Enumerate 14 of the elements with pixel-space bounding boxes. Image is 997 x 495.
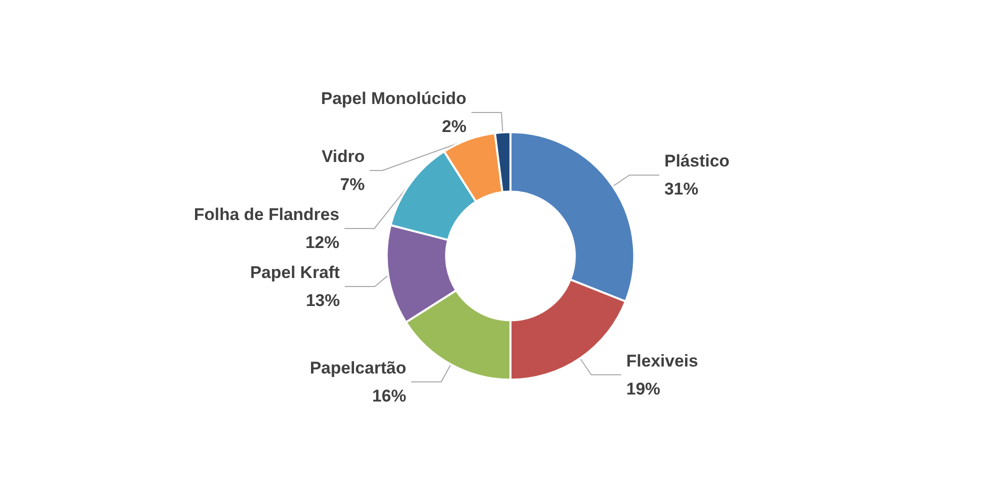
data-label: 2% — [442, 116, 466, 136]
slice-label: Plástico — [664, 152, 730, 171]
data-label: 19% — [626, 379, 660, 398]
slice-label: Papel Monolúcido — [320, 88, 466, 108]
slice-label: Vidro — [322, 146, 365, 166]
data-label: 16% — [372, 386, 406, 406]
data-label: 13% — [306, 290, 340, 310]
data-label: 12% — [305, 232, 340, 252]
slice-label: Papel Kraft — [250, 262, 340, 282]
data-label: 31% — [664, 180, 698, 199]
slice-label: Folha de Flandres — [194, 204, 340, 224]
data-label: 7% — [340, 174, 365, 194]
slice-label: Papelcartão — [310, 358, 406, 378]
slice-label: Flexiveis — [626, 351, 698, 370]
